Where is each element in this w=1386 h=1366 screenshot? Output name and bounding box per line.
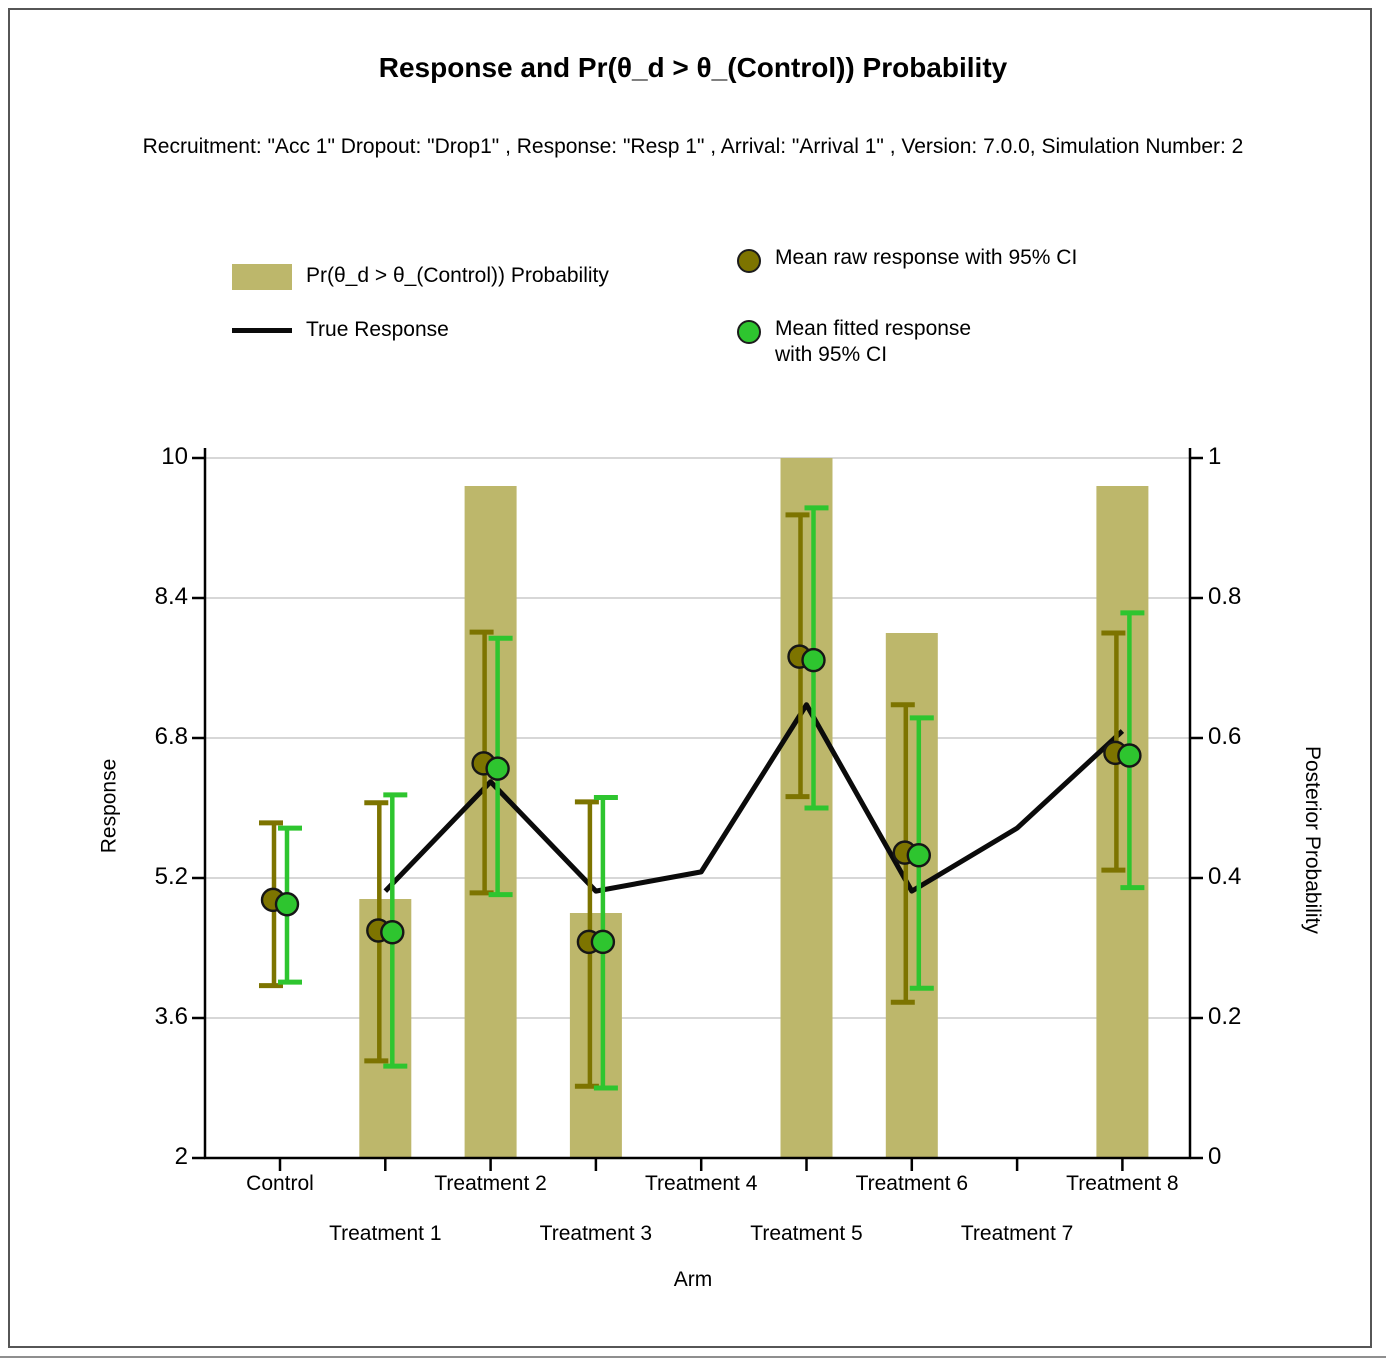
legend-item-probability: Pr(θ_d > θ_(Control)) Probability [232,263,609,290]
y2-axis-tick-label: 0.8 [1208,583,1242,610]
legend-item-fitted-response: Mean fitted response with 95% CI [737,316,1157,368]
chart-subtitle: Recruitment: "Acc 1" Dropout: "Drop1" , … [142,135,1244,158]
legend-item-true-response: True Response [232,317,449,343]
probability-bar [464,486,517,1158]
y2-axis-tick-label: 0 [1208,1143,1222,1170]
x-axis-tick-label: Treatment 8 [1066,1172,1179,1195]
true-response-line-swatch [232,328,292,333]
fitted-response-marker [590,929,616,955]
fitted-response-marker [906,843,931,868]
x-axis-tick-label: Control [246,1172,314,1195]
x-axis-tick-label: Treatment 7 [960,1222,1074,1245]
x-axis-tick-label: Treatment 3 [539,1222,653,1245]
legend-label-fitted-response: Mean fitted response with 95% CI [775,317,972,366]
x-axis-tick-label: Treatment 2 [434,1172,547,1195]
fitted-response-marker-icon [737,320,761,344]
y2-axis-tick-label: 1 [1208,443,1222,470]
y2-axis-tick-label: 0.6 [1208,723,1242,750]
probability-bar [1096,486,1149,1158]
fitted-response-marker [380,920,405,945]
legend-item-raw-response: Mean raw response with 95% CI [737,245,1157,273]
y-axis-tick-label: 2 [174,1143,188,1170]
y-axis-tick-label: 3.6 [154,1003,188,1030]
probability-bar [569,913,622,1158]
x-axis-tick-label: Treatment 1 [329,1222,442,1245]
y-axis-tick-label: 10 [161,443,188,470]
legend-label-true-response: True Response [306,318,449,341]
legend-label-probability: Pr(θ_d > θ_(Control)) Probability [306,264,609,287]
true-response-line [383,702,1125,894]
legend-label-raw-response: Mean raw response with 95% CI [775,246,1078,269]
y2-axis-tick-label: 0.4 [1208,863,1242,890]
y-axis-tick-label: 8.4 [154,583,188,610]
fitted-response-marker [274,892,300,917]
fitted-response-marker [485,756,510,781]
fitted-response-marker [1117,743,1142,768]
x-axis-tick-label: Treatment 5 [750,1222,863,1245]
x-axis-tick-label: Treatment 4 [644,1172,758,1195]
y-axis-tick-label: 5.2 [154,863,188,890]
probability-bar-swatch [232,264,292,290]
x-axis-title: Arm [673,1268,713,1291]
y-axis-tick-label: 6.8 [154,723,188,750]
probability-bar [885,633,938,1158]
y2-axis-tick-label: 0.2 [1208,1003,1242,1030]
x-axis-tick-label: Treatment 6 [855,1172,969,1195]
raw-response-marker-icon [737,249,761,273]
window-bottom-edge [0,1356,1386,1358]
chart-title: Response and Pr(θ_d > θ_(Control)) Proba… [378,52,1008,83]
fitted-response-marker [801,647,826,673]
